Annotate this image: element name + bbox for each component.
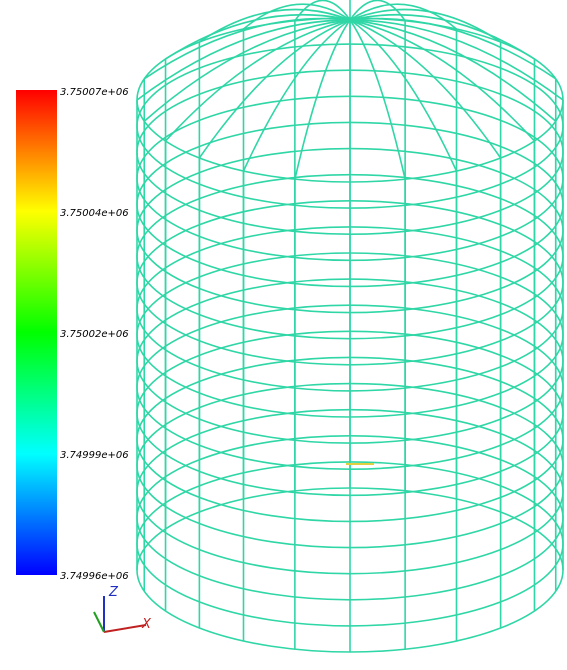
z-label: Z <box>108 585 119 600</box>
axis-triad: Z X <box>94 585 152 632</box>
colorbar-label: 3.75002e+06 <box>60 329 129 340</box>
x-axis <box>104 625 146 632</box>
wireframe <box>137 0 563 652</box>
colorbar-label: 3.74996e+06 <box>60 571 129 582</box>
colorbar-label: 3.74999e+06 <box>60 450 129 461</box>
x-label: X <box>141 617 152 632</box>
colorbar-labels: 3.75007e+06 3.75004e+06 3.75002e+06 3.74999… <box>60 87 129 582</box>
colorbar-label: 3.75004e+06 <box>60 208 129 219</box>
colorbar-label: 3.75007e+06 <box>60 87 129 98</box>
colorbar <box>16 90 57 575</box>
viewport: 3.75007e+06 3.75004e+06 3.75002e+06 3.74999… <box>0 0 567 670</box>
y-axis <box>94 612 104 632</box>
page: {"colorbar": {"labels": ["3.75007e+06", … <box>0 0 567 670</box>
